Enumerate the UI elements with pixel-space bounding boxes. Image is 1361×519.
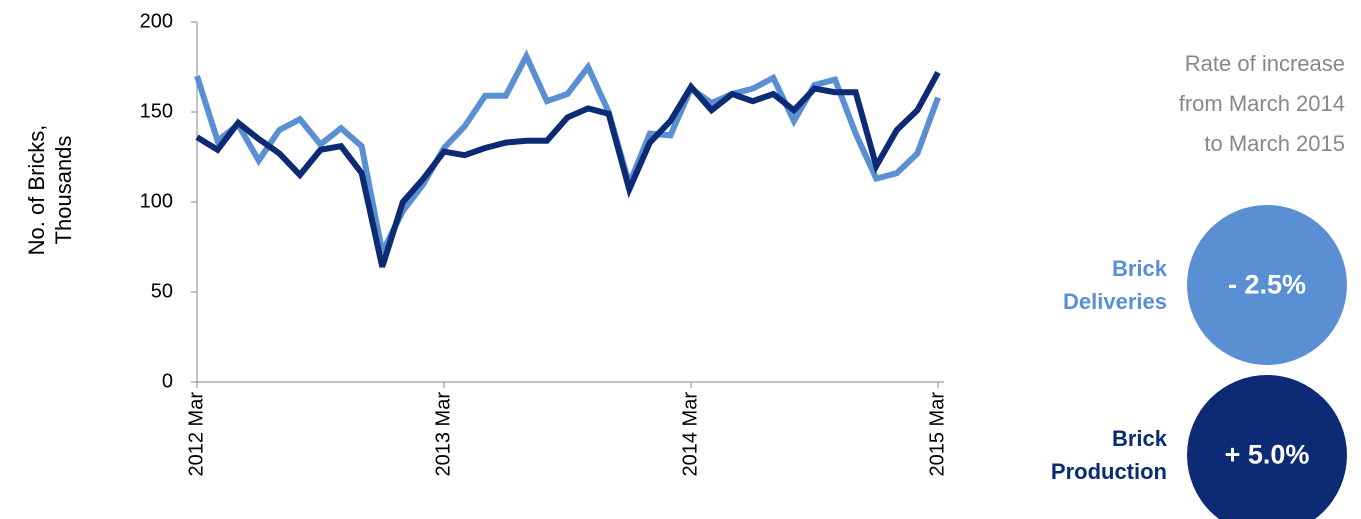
y-axis-label: No. of Bricks, Thousands [24,124,76,256]
note-line: from March 2014 [1178,91,1345,116]
x-tick-label: 2014 Mar [679,392,701,477]
legend-label: Brick Production [1050,426,1167,484]
note-line: Rate of increase [1184,51,1345,76]
series-line [194,49,941,254]
legend-label: Brick Deliveries [1063,256,1167,314]
note: Rate of increase from March 2014 to March … [1179,44,1345,164]
rate-label: - 2.5% [1227,269,1307,300]
rate-label: + 5.0% [1224,439,1310,470]
y-tick-label: 200 [140,10,173,32]
legend-circle [1187,375,1347,519]
x-tick-label: 2012 Mar [185,392,207,477]
y-tick-label: 100 [140,190,173,212]
note-line: to March 2015 [1204,131,1345,156]
legend-circle [1187,205,1347,365]
x-tick-label: 2013 Mar [432,392,454,477]
y-tick-label: 0 [162,370,173,392]
series-line [195,70,941,268]
y-tick-label: 150 [140,100,173,122]
y-tick-label: 50 [151,280,173,302]
x-tick-label: 2015 Mar [926,392,948,477]
